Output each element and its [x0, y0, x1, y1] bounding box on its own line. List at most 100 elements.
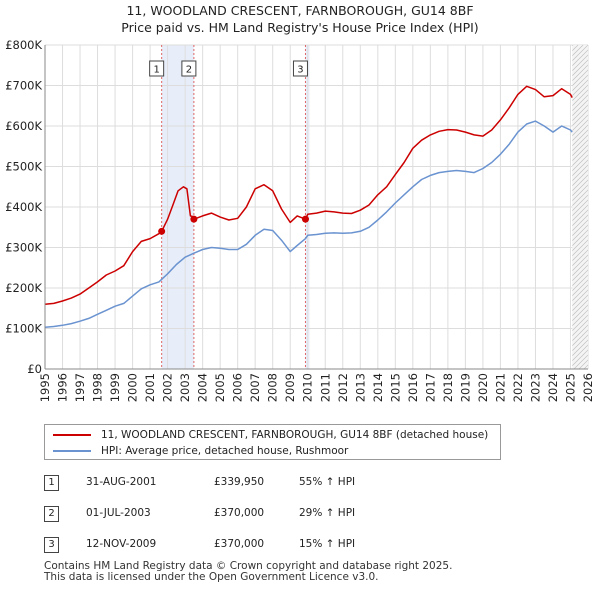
y-tick-label: £800K [5, 38, 42, 52]
hatch-line [572, 219, 588, 236]
legend-swatch-property [53, 434, 91, 436]
hatch-line [572, 69, 588, 86]
transaction-price: £370,000 [214, 507, 265, 519]
x-tick-label: 2023 [528, 373, 542, 402]
x-tick-label: 1999 [108, 373, 122, 402]
hatch-line [572, 134, 588, 151]
hatch-line [572, 304, 588, 321]
sale-marker-label: 1 [153, 65, 159, 76]
sale-point [190, 215, 198, 223]
hatch-line [572, 329, 588, 346]
hatch-line [572, 314, 588, 331]
x-tick-label: 2020 [476, 373, 490, 402]
hatch-line [572, 179, 588, 196]
hatch-line [572, 334, 588, 351]
hatch-line [572, 49, 588, 66]
y-tick-label: £0 [27, 362, 42, 376]
x-tick-label: 2026 [581, 373, 595, 402]
x-tick-label: 2010 [301, 373, 315, 402]
hatch-line [572, 15, 588, 31]
sale-marker-label: 2 [186, 65, 192, 76]
hatch-line [572, 244, 588, 261]
hatch-line [572, 274, 588, 291]
hatch-line [572, 94, 588, 111]
legend-label-hpi: HPI: Average price, detached house, Rush… [101, 445, 349, 457]
chart-subtitle: Price paid vs. HM Land Registry's House … [121, 20, 479, 35]
hatch-line [572, 309, 588, 326]
legend-label-property: 11, WOODLAND CRESCENT, FARNBOROUGH, GU14… [101, 429, 489, 441]
hatch-line [572, 84, 588, 101]
hatch-line [572, 204, 588, 221]
x-tick-label: 2006 [231, 373, 245, 402]
sale-point [301, 215, 309, 223]
y-tick-label: £100K [5, 322, 42, 336]
transaction-date: 12-NOV-2009 [86, 538, 157, 550]
x-tick-label: 1998 [91, 373, 105, 402]
legend-item-hpi: HPI: Average price, detached house, Rush… [53, 444, 348, 458]
hatch-line [572, 149, 588, 166]
hatch-line [572, 324, 588, 341]
transaction-hpi-change: 55% ↑ HPI [299, 476, 356, 488]
hatch-line [583, 364, 588, 369]
x-tick-label: 2015 [388, 373, 402, 402]
x-tick-label: 2001 [143, 373, 157, 402]
hatch-line [572, 299, 588, 316]
table-row: 3 12-NOV-2009 £370,000 15% ↑ HPI [44, 537, 464, 553]
hatch-line [572, 249, 588, 266]
hatch-line [572, 20, 588, 36]
hatch-line [572, 319, 588, 336]
hatch-line [572, 169, 588, 186]
hatch-line [572, 214, 588, 231]
grid [44, 44, 589, 370]
x-tick-label: 1995 [38, 373, 52, 402]
hatch-line [572, 209, 588, 226]
transaction-number: 3 [44, 537, 59, 553]
hatch-line [572, 109, 588, 126]
sale-marker-box [181, 60, 197, 77]
x-tick-label: 2008 [266, 373, 280, 402]
hatch-line [572, 159, 588, 176]
hatch-line [572, 45, 579, 51]
hatch-line [572, 344, 588, 361]
hatch-line [572, 54, 588, 71]
x-tick-label: 2014 [371, 373, 385, 402]
hatch-line [572, 74, 588, 91]
y-tick-label: £500K [5, 160, 42, 174]
series-lines [44, 85, 573, 329]
footer: Contains HM Land Registry data © Crown c… [44, 561, 452, 583]
hatch-line [572, 10, 588, 26]
hatch-line [572, 5, 588, 21]
transaction-hpi-change: 15% ↑ HPI [299, 538, 356, 550]
table-row: 1 31-AUG-2001 £339,950 55% ↑ HPI [44, 475, 464, 491]
hatch-line [572, 129, 588, 146]
legend-swatch-hpi [53, 450, 91, 452]
hatch-line [572, 144, 588, 161]
transaction-number: 1 [44, 475, 59, 491]
hatch-line [572, 349, 588, 366]
legend: 11, WOODLAND CRESCENT, FARNBOROUGH, GU14… [44, 424, 501, 460]
hatch-line [572, 89, 588, 106]
transaction-date: 31-AUG-2001 [86, 476, 157, 488]
hatch-line [578, 359, 588, 369]
hatch-line [572, 194, 588, 211]
hatch-line [572, 229, 588, 246]
x-tick-label: 2012 [336, 373, 350, 402]
hatch-line [572, 119, 588, 136]
hatch-line [572, 59, 588, 76]
x-tick-label: 2007 [248, 373, 262, 402]
hatch-line [572, 45, 574, 46]
hatch-line [572, 269, 588, 286]
hatch-line [572, 25, 588, 41]
y-tick-label: £400K [5, 200, 42, 214]
hatch-line [572, 189, 588, 206]
transaction-number: 2 [44, 506, 59, 522]
hatch-line [572, 164, 588, 181]
hatch-line [572, 124, 588, 141]
y-tick-label: £300K [5, 241, 42, 255]
hatch-line [572, 289, 588, 306]
x-tick-label: 2013 [353, 373, 367, 402]
hatch-line [572, 104, 588, 121]
x-tick-label: 2002 [161, 373, 175, 402]
hatch-line [572, 99, 588, 116]
hatch-line [572, 224, 588, 241]
